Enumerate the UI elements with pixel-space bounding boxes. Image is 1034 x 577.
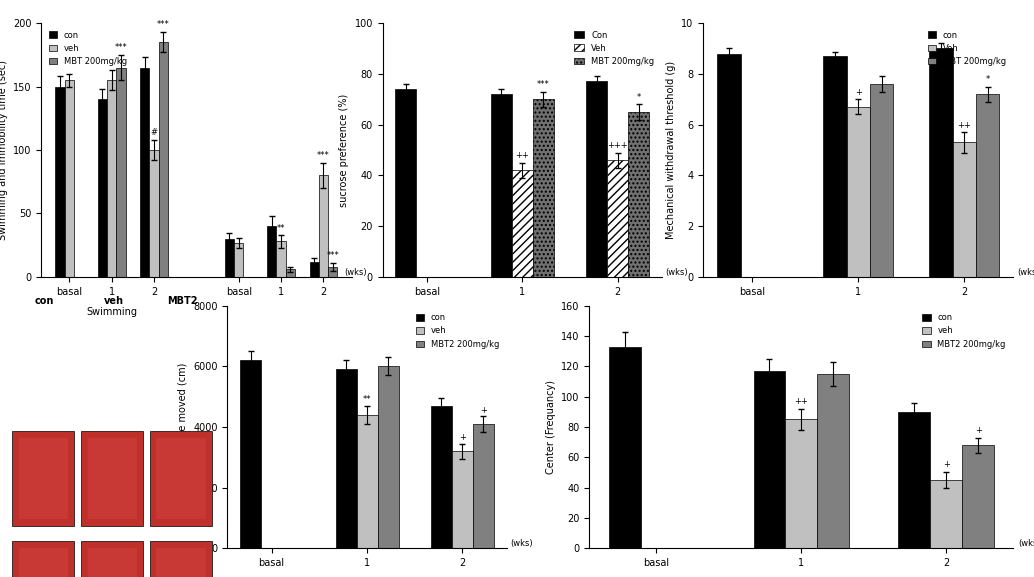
Text: ++: ++ (957, 121, 971, 130)
Bar (240, 360, 262, 548)
Bar (19, 438, 68, 519)
Bar (786, 419, 817, 548)
Bar (82, 541, 144, 577)
Bar (12, 541, 74, 577)
Bar (817, 374, 849, 548)
Text: ***: *** (317, 151, 330, 160)
Legend: con, veh, MBT2 200mg/kg: con, veh, MBT2 200mg/kg (413, 310, 503, 352)
Text: (wks): (wks) (665, 268, 688, 277)
Bar (156, 438, 206, 519)
Bar (12, 432, 74, 526)
Y-axis label: Swimming and Immobility time (sec): Swimming and Immobility time (sec) (0, 60, 7, 240)
Bar (276, 241, 285, 277)
Text: ***: *** (327, 252, 339, 260)
Bar (141, 68, 150, 277)
Text: (wks): (wks) (1018, 539, 1034, 548)
Text: (wks): (wks) (1017, 268, 1034, 277)
Bar (150, 541, 212, 577)
Bar (82, 432, 144, 526)
Text: Immobility: Immobility (255, 307, 307, 317)
Text: (wks): (wks) (344, 268, 367, 277)
Bar (533, 99, 553, 277)
Y-axis label: Center (Frequancy): Center (Frequancy) (546, 380, 555, 474)
Bar (267, 226, 276, 277)
Bar (328, 267, 337, 277)
Bar (452, 451, 473, 548)
Text: +: + (855, 88, 861, 97)
Bar (56, 87, 65, 277)
Bar (150, 150, 159, 277)
Bar (336, 369, 357, 548)
Text: ++: ++ (794, 397, 809, 406)
Y-axis label: Total distance moved (cm): Total distance moved (cm) (178, 362, 187, 492)
Legend: con, Veh, MBT 200mg/kg: con, Veh, MBT 200mg/kg (924, 27, 1009, 69)
Bar (628, 112, 649, 277)
Bar (607, 160, 628, 277)
Text: MBT2: MBT2 (168, 297, 197, 306)
Bar (88, 438, 138, 519)
Text: **: ** (363, 395, 371, 404)
Bar (224, 239, 234, 277)
Bar (309, 262, 318, 277)
Text: #: # (151, 128, 157, 137)
Bar (65, 80, 74, 277)
Text: +: + (480, 406, 487, 415)
Bar (870, 84, 893, 277)
Text: (wks): (wks) (510, 539, 533, 548)
Bar (150, 432, 212, 526)
Bar (395, 89, 417, 277)
Bar (318, 175, 328, 277)
Bar (976, 94, 999, 277)
Bar (718, 54, 740, 277)
Bar (234, 243, 243, 277)
Bar (431, 406, 452, 548)
Text: veh: veh (103, 297, 124, 306)
Bar (88, 548, 138, 577)
Legend: con, veh, MBT 200mg/kg: con, veh, MBT 200mg/kg (45, 27, 130, 69)
Bar (19, 548, 68, 577)
Text: ***: *** (115, 43, 127, 53)
Text: *: * (985, 75, 990, 84)
Text: +: + (943, 460, 949, 470)
Bar (159, 42, 169, 277)
Bar (609, 347, 640, 548)
Text: +: + (459, 433, 466, 442)
Bar (473, 424, 494, 548)
Bar (754, 371, 786, 548)
Text: +++: +++ (607, 141, 628, 150)
Bar (952, 143, 976, 277)
Legend: Con, Veh, MBT 200mg/kg: Con, Veh, MBT 200mg/kg (571, 27, 658, 69)
Text: ***: *** (157, 20, 170, 29)
Bar (586, 81, 607, 277)
Text: Swimming: Swimming (86, 307, 138, 317)
Y-axis label: sucrose preference (%): sucrose preference (%) (339, 93, 348, 207)
Bar (963, 445, 994, 548)
Bar (491, 94, 512, 277)
Bar (899, 412, 931, 548)
Bar (930, 48, 952, 277)
Legend: con, veh, MBT2 200mg/kg: con, veh, MBT2 200mg/kg (919, 310, 1009, 352)
Text: +: + (975, 426, 981, 434)
Text: ++: ++ (515, 151, 529, 160)
Bar (357, 415, 377, 548)
Text: **: ** (277, 223, 285, 233)
Bar (117, 68, 126, 277)
Bar (98, 99, 108, 277)
Bar (285, 269, 295, 277)
Bar (512, 170, 533, 277)
Text: con: con (35, 297, 55, 306)
Text: ***: *** (537, 80, 549, 89)
Y-axis label: Mechanical withdrawal threshold (g): Mechanical withdrawal threshold (g) (666, 61, 675, 239)
Text: *: * (637, 93, 641, 102)
Bar (931, 480, 963, 548)
Bar (156, 548, 206, 577)
Bar (108, 80, 117, 277)
Bar (823, 56, 847, 277)
Bar (847, 107, 870, 277)
Bar (377, 366, 398, 548)
